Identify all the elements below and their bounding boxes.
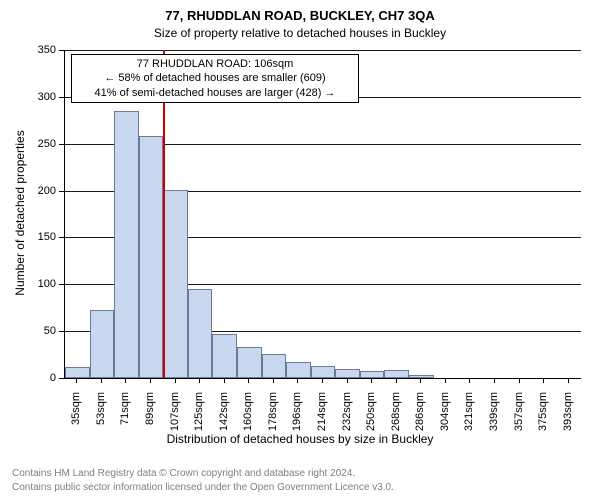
bar (409, 375, 434, 378)
annotation-line-3: 41% of semi-detached houses are larger (… (78, 86, 352, 100)
xtick-mark (199, 378, 200, 383)
ytick-label: 300 (26, 91, 56, 103)
xtick-mark (224, 378, 225, 383)
xtick-mark (273, 378, 274, 383)
ytick-label: 350 (26, 44, 56, 56)
annotation-line-1: 77 RHUDDLAN ROAD: 106sqm (78, 57, 352, 71)
xtick-mark (322, 378, 323, 383)
xtick-mark (150, 378, 151, 383)
bar (286, 362, 311, 378)
chart-title: 77, RHUDDLAN ROAD, BUCKLEY, CH7 3QA (0, 8, 600, 23)
bar (262, 354, 287, 378)
footer-line-1: Contains HM Land Registry data © Crown c… (12, 468, 355, 479)
xtick-mark (347, 378, 348, 383)
bar (163, 190, 188, 378)
bar (384, 370, 409, 378)
footer-line-2: Contains public sector information licen… (12, 482, 394, 493)
chart-container: 77, RHUDDLAN ROAD, BUCKLEY, CH7 3QA Size… (0, 0, 600, 500)
xtick-mark (568, 378, 569, 383)
bar (237, 347, 262, 378)
bar (114, 111, 139, 378)
ytick-label: 250 (26, 138, 56, 150)
bar (212, 334, 237, 378)
xtick-mark (101, 378, 102, 383)
xtick-mark (248, 378, 249, 383)
xtick-mark (371, 378, 372, 383)
bar (188, 289, 213, 378)
ytick-label: 200 (26, 185, 56, 197)
xtick-mark (420, 378, 421, 383)
bar (90, 310, 115, 378)
ytick-label: 50 (26, 325, 56, 337)
ytick-label: 100 (26, 278, 56, 290)
xtick-mark (175, 378, 176, 383)
bar (311, 366, 336, 378)
ytick-label: 0 (26, 372, 56, 384)
annotation-line-2: ← 58% of detached houses are smaller (60… (78, 71, 352, 85)
xtick-mark (297, 378, 298, 383)
xtick-mark (469, 378, 470, 383)
bar (360, 371, 385, 378)
xtick-mark (396, 378, 397, 383)
y-axis-label: Number of detached properties (13, 49, 27, 377)
xtick-mark (125, 378, 126, 383)
xtick-mark (543, 378, 544, 383)
xtick-mark (76, 378, 77, 383)
gridline (65, 50, 581, 51)
xtick-mark (445, 378, 446, 383)
plot-area: 77 RHUDDLAN ROAD: 106sqm ← 58% of detach… (64, 50, 581, 379)
annotation-box: 77 RHUDDLAN ROAD: 106sqm ← 58% of detach… (71, 54, 359, 103)
xtick-mark (494, 378, 495, 383)
ytick-label: 150 (26, 231, 56, 243)
bar (335, 369, 360, 378)
bar (139, 136, 164, 378)
xtick-mark (519, 378, 520, 383)
bar (65, 367, 90, 378)
chart-subtitle: Size of property relative to detached ho… (0, 26, 600, 40)
x-axis-label: Distribution of detached houses by size … (0, 432, 600, 446)
